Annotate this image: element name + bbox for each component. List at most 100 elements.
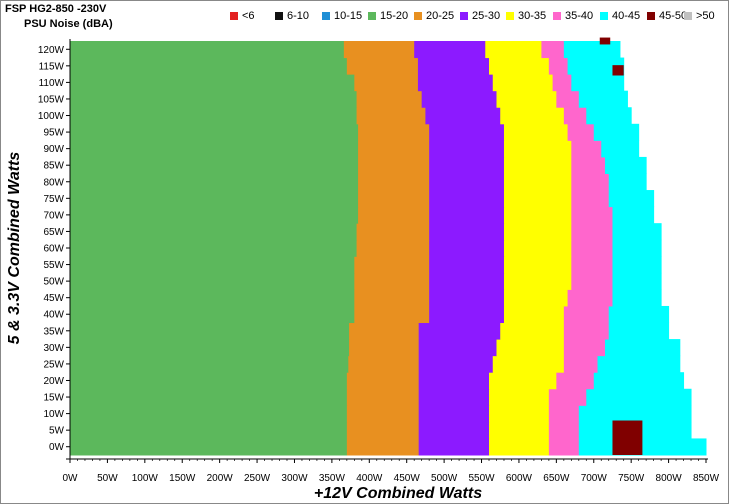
heatmap-cell xyxy=(349,322,420,340)
heatmap-cell xyxy=(70,90,358,108)
legend-label: 45-50 xyxy=(659,10,688,22)
heatmap-cell xyxy=(429,305,505,324)
legend-item: >50 xyxy=(684,10,715,22)
heatmap-cell xyxy=(429,156,505,174)
y-tick-label: 10W xyxy=(43,409,64,420)
heatmap-cell xyxy=(70,107,358,125)
heatmap-cell xyxy=(552,74,572,92)
heatmap-cell xyxy=(346,421,420,439)
legend-label: 30-35 xyxy=(518,10,547,22)
heatmap-cell xyxy=(503,223,572,241)
heatmap-cell xyxy=(485,41,542,59)
y-tick-label: 25W xyxy=(43,359,64,370)
heatmap-cell xyxy=(578,438,707,456)
legend-label: 6-10 xyxy=(287,10,310,22)
y-tick-label: 0W xyxy=(49,442,65,453)
legend-swatch xyxy=(684,12,692,20)
heatmap-cell xyxy=(429,140,505,158)
heatmap-cell xyxy=(492,355,565,373)
heatmap-cell xyxy=(608,305,670,324)
legend-item: 6-10 xyxy=(275,10,309,22)
heatmap-cell xyxy=(500,107,565,125)
legend-label: 15-20 xyxy=(380,10,409,22)
heatmap-cell xyxy=(418,372,490,390)
heatmap-cell xyxy=(548,388,587,406)
heatmap-cell xyxy=(571,223,613,241)
y-tick-label: 85W xyxy=(43,161,64,172)
heatmap-cell xyxy=(346,57,419,75)
heatmap-cell xyxy=(354,256,430,274)
legend-item: 25-30 xyxy=(460,10,500,22)
y-tick-label: 35W xyxy=(43,326,64,337)
heatmap-cell xyxy=(612,272,662,290)
heatmap-cell xyxy=(496,90,557,108)
legend-item: 45-50 xyxy=(647,10,687,22)
heatmap-cell xyxy=(489,405,550,423)
x-tick-label: 450W xyxy=(394,473,421,484)
heatmap-cell xyxy=(356,239,430,257)
legend-swatch xyxy=(230,12,238,20)
heatmap-cell xyxy=(503,123,569,141)
heatmap-cell xyxy=(563,41,621,59)
heatmap-cell xyxy=(70,173,359,191)
heatmap-cell xyxy=(503,173,572,191)
heatmap-cell xyxy=(601,140,640,158)
heatmap-cell xyxy=(567,123,595,141)
heatmap-cell xyxy=(571,140,602,158)
heatmap-cell xyxy=(70,223,358,241)
heatmap-cell xyxy=(496,339,565,357)
x-tick-label: 150W xyxy=(169,473,196,484)
heatmap-cell xyxy=(70,289,355,307)
x-tick-label: 550W xyxy=(468,473,495,484)
heatmap-cell xyxy=(548,57,569,75)
heatmap-cell xyxy=(348,355,420,373)
legend-label: >50 xyxy=(696,10,715,22)
heatmap-cell xyxy=(349,339,420,357)
legend-label: <6 xyxy=(242,10,255,22)
heatmap-cell xyxy=(356,90,423,108)
heatmap-cell xyxy=(612,223,662,241)
x-tick-label: 250W xyxy=(244,473,271,484)
heatmap-cell xyxy=(70,123,359,141)
heatmap-cell xyxy=(70,388,348,406)
y-tick-label: 40W xyxy=(43,310,64,321)
heatmap-cell xyxy=(70,322,350,340)
heatmap-cell xyxy=(70,74,355,92)
heatmap-cell xyxy=(358,173,430,191)
x-tick-label: 650W xyxy=(543,473,570,484)
heatmap-cell xyxy=(70,405,348,423)
heatmap-hotspot xyxy=(612,420,643,455)
heatmap-cell xyxy=(70,339,350,357)
heatmap-cell xyxy=(70,438,348,456)
y-tick-label: 70W xyxy=(43,210,64,221)
heatmap-cell xyxy=(597,355,681,373)
x-tick-label: 400W xyxy=(356,473,383,484)
heatmap-cell xyxy=(571,256,613,274)
y-tick-label: 115W xyxy=(39,61,65,72)
y-tick-label: 105W xyxy=(38,94,65,105)
heatmap-cell xyxy=(70,57,348,75)
y-tick-label: 110W xyxy=(39,78,65,89)
heatmap-cell xyxy=(604,156,647,174)
heatmap-cell xyxy=(563,355,599,373)
legend-swatch xyxy=(275,12,283,20)
y-tick-label: 80W xyxy=(43,177,64,188)
legend-label: 25-30 xyxy=(472,10,501,22)
x-tick-label: 350W xyxy=(319,473,346,484)
heatmap-cell xyxy=(503,272,572,290)
legend-item: 40-45 xyxy=(600,10,640,22)
heatmap-cell xyxy=(343,41,415,59)
heatmap-cell xyxy=(548,421,580,439)
heatmap-cell xyxy=(593,372,685,390)
x-tick-label: 0W xyxy=(63,473,79,484)
heatmap-cell xyxy=(429,223,505,241)
heatmap-hotspot xyxy=(612,65,624,76)
heatmap-cell xyxy=(70,239,358,257)
heatmap-cell xyxy=(358,123,430,141)
heatmap-cell xyxy=(358,206,430,224)
heatmap-cell xyxy=(70,355,349,373)
heatmap-cell xyxy=(356,107,426,125)
heatmap-cell xyxy=(429,289,505,307)
heatmap-cell xyxy=(548,438,580,456)
heatmap-cell xyxy=(414,41,486,59)
